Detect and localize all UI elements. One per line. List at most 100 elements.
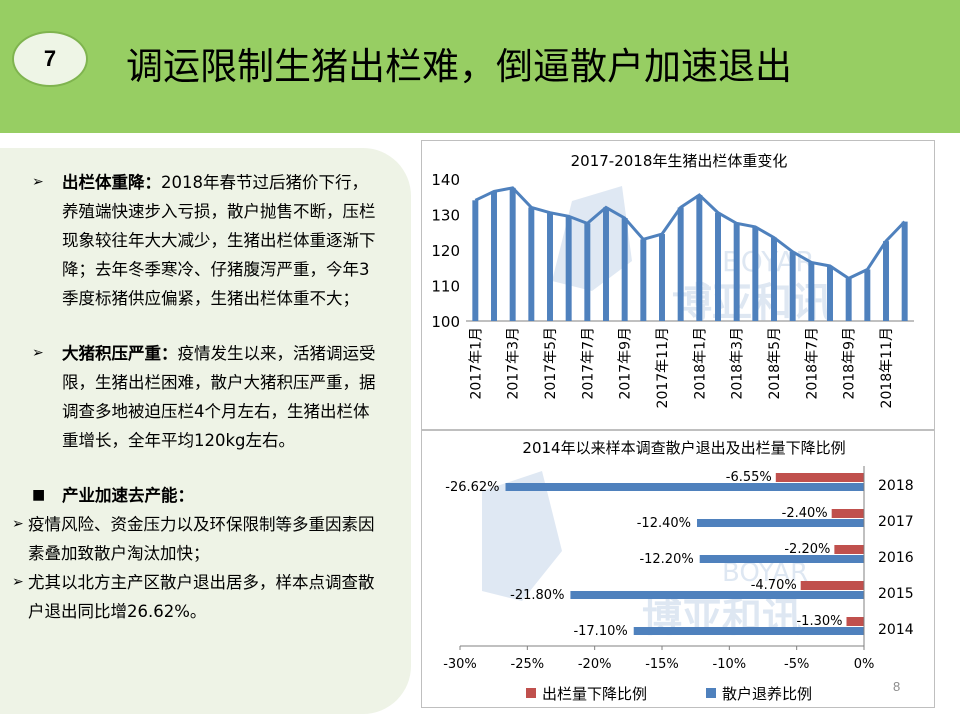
data-label: -26.62% (445, 480, 499, 495)
bar (752, 226, 759, 321)
data-label: -6.55% (726, 470, 772, 485)
paragraph-weight-drop: ➢ 出栏体重降：2018年春节过后猪价下行，养殖端快速步入亏损，散户抛售不断，压… (32, 168, 383, 313)
bar (845, 278, 852, 321)
x-tick-label: -15% (645, 657, 679, 672)
x-tick-label: 2018年5月 (767, 327, 783, 400)
paragraph-heading: 大猪积压严重： (62, 344, 178, 363)
bar (472, 200, 479, 321)
list-item: ➢ 疫情风险、资金压力以及环保限制等多重因素因素叠加致散户淘汰加快； (12, 510, 383, 568)
bar-series: -6.55% -26.62% -2.40% -12.40% -2.20% -12.20% -… (445, 470, 864, 639)
bar (883, 241, 889, 321)
bar (808, 262, 815, 321)
bar-exit-ratio (633, 627, 864, 635)
page-number: 8 (893, 679, 901, 694)
bar (509, 187, 516, 321)
line-series (474, 186, 906, 281)
x-tick-label: 2017年11月 (655, 327, 671, 408)
bar (565, 216, 572, 321)
legend-swatch (706, 688, 716, 698)
bar-exit-ratio (699, 555, 864, 563)
category-label: 2015 (878, 586, 914, 602)
list-item: ➢ 尤其以北方主产区散户退出居多，样本点调查散户退出同比增26.62%。 (12, 568, 383, 626)
arrow-bullet-icon: ➢ (32, 174, 44, 190)
x-tick-label: 2017年3月 (506, 327, 522, 400)
bar (603, 207, 609, 321)
data-label: -2.20% (784, 542, 830, 557)
bar (547, 212, 553, 321)
paragraph-capacity: ■ 产业加速去产能： (32, 481, 383, 510)
x-axis-ticks: 2017年1月 2017年3月 2017年5月 2017年7月 2017年9月 2017年… (468, 327, 895, 408)
legend-swatch (526, 688, 536, 698)
slide-number-badge: 7 (12, 31, 88, 87)
arrow-bullet-icon: ➢ (12, 574, 24, 590)
bar-output-decline (831, 509, 864, 518)
bar (827, 265, 833, 321)
data-label: -12.40% (637, 516, 691, 531)
paragraph-heading: 出栏体重降： (62, 173, 161, 192)
slide-title: 调运限制生猪出栏难，倒逼散户加速退出 (126, 45, 792, 88)
y-tick-label: 100 (431, 313, 460, 331)
x-tick-label: -30% (443, 657, 477, 672)
bar (715, 212, 721, 321)
bar (528, 207, 535, 321)
list-item-text: 尤其以北方主产区散户退出居多，样本点调查散户退出同比增26.62%。 (28, 573, 375, 621)
bar (771, 237, 777, 321)
x-tick-label: -25% (511, 657, 545, 672)
legend: 出栏量下降比例 散户退养比例 (526, 685, 812, 703)
bar (901, 221, 908, 321)
legend-label: 散户退养比例 (722, 685, 812, 703)
bar-series (472, 187, 908, 321)
bar-output-decline (800, 581, 864, 590)
exit-ratio-chart-svg: BOYAR 博亚和讯 2014年以来样本调查散户退出及出栏量下降比例 -6.55… (443, 439, 914, 703)
bar-exit-ratio (505, 483, 864, 491)
text-panel: ➢ 出栏体重降：2018年春节过后猪价下行，养殖端快速步入亏损，散户抛售不断，压… (0, 148, 411, 714)
header-bar: 7 调运限制生猪出栏难，倒逼散户加速退出 (0, 0, 960, 133)
legend-label: 出栏量下降比例 (542, 685, 647, 703)
data-label: -1.30% (796, 614, 842, 629)
chart-title: 2017-2018年生猪出栏体重变化 (571, 152, 788, 170)
watermark-cjk: 博亚和讯 (672, 280, 832, 326)
x-tick-label: -10% (713, 657, 747, 672)
bar (864, 269, 871, 321)
x-tick-label: 0% (854, 657, 875, 672)
category-label: 2018 (878, 478, 914, 494)
bar-output-decline (846, 617, 864, 626)
data-label: -21.80% (510, 588, 564, 603)
x-tick-label: 2017年1月 (468, 327, 484, 400)
bar (789, 251, 796, 321)
x-tick-label: -5% (784, 657, 809, 672)
data-label: -4.70% (751, 578, 797, 593)
weight-chart: BOYAR 博亚和讯 2017-2018年生猪出栏体重变化 100 110 120 1… (421, 140, 935, 430)
bar-exit-ratio (697, 519, 864, 527)
x-tick-label: 2018年3月 (730, 327, 746, 400)
y-tick-label: 120 (431, 242, 460, 260)
bar (696, 194, 703, 321)
category-label: 2014 (878, 622, 914, 638)
bar (733, 223, 740, 321)
x-tick-label: 2018年7月 (804, 327, 820, 400)
list-item-text: 疫情风险、资金压力以及环保限制等多重因素因素叠加致散户淘汰加快； (28, 515, 375, 563)
weight-chart-svg: BOYAR 博亚和讯 2017-2018年生猪出栏体重变化 1001101201… (431, 152, 914, 408)
x-tick-label: 2018年11月 (879, 327, 895, 408)
bar-output-decline (775, 473, 864, 482)
y-tick-label: 140 (431, 171, 460, 189)
x-tick-label: 2018年9月 (842, 327, 858, 400)
chart-title: 2014年以来样本调查散户退出及出栏量下降比例 (522, 439, 845, 457)
x-tick-label: -20% (578, 657, 612, 672)
category-label: 2017 (878, 514, 914, 530)
bar (621, 218, 628, 321)
arrow-bullet-icon: ➢ (12, 516, 24, 532)
bar (584, 223, 591, 321)
data-label: -12.20% (639, 552, 693, 567)
y-tick-label: 130 (431, 207, 460, 225)
y-tick-label: 110 (431, 278, 460, 296)
bar-exit-ratio (570, 591, 864, 599)
data-label: -2.40% (782, 506, 828, 521)
paragraph-heading: 产业加速去产能： (62, 486, 194, 505)
x-tick-label: 2017年7月 (580, 327, 596, 400)
bar-output-decline (834, 545, 864, 554)
square-bullet-icon: ■ (32, 487, 46, 503)
data-label: -17.10% (573, 624, 627, 639)
x-tick-label: 2017年5月 (543, 327, 559, 400)
paragraph-body: 2018年春节过后猪价下行，养殖端快速步入亏损，散户抛售不断，压栏现象较往年大大… (62, 173, 376, 308)
